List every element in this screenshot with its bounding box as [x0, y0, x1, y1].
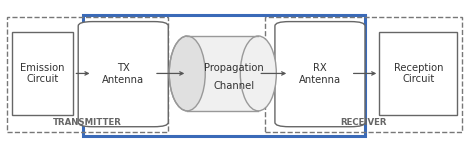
FancyBboxPatch shape — [275, 22, 365, 127]
Text: Channel: Channel — [213, 81, 254, 91]
Text: Emission
Circuit: Emission Circuit — [20, 63, 65, 84]
Ellipse shape — [169, 36, 205, 111]
Text: Propagation: Propagation — [204, 63, 264, 73]
Text: RX
Antenna: RX Antenna — [299, 63, 341, 85]
Text: TRANSMITTER: TRANSMITTER — [53, 118, 122, 127]
Text: Reception
Circuit: Reception Circuit — [393, 63, 443, 84]
Text: TX
Antenna: TX Antenna — [102, 63, 144, 85]
FancyBboxPatch shape — [379, 32, 457, 115]
Text: RECEIVER: RECEIVER — [340, 118, 387, 127]
FancyBboxPatch shape — [187, 36, 258, 111]
Ellipse shape — [240, 36, 276, 111]
FancyBboxPatch shape — [78, 22, 168, 127]
FancyBboxPatch shape — [12, 32, 73, 115]
